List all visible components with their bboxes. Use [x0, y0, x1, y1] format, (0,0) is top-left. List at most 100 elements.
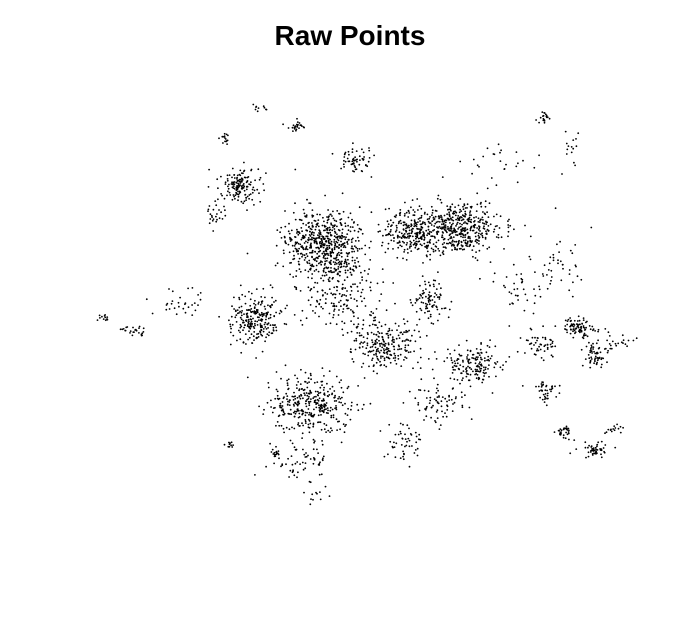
data-point [522, 288, 525, 291]
data-point [268, 331, 271, 334]
data-point [404, 445, 406, 448]
data-point [168, 308, 171, 310]
data-point [554, 345, 557, 348]
data-point [349, 212, 352, 215]
data-point [468, 358, 470, 361]
data-point [602, 357, 605, 360]
data-point [231, 198, 234, 201]
data-point [321, 440, 323, 442]
data-point [351, 247, 353, 250]
data-point [294, 448, 297, 451]
data-point [140, 334, 143, 337]
data-point [311, 216, 314, 218]
data-point [289, 262, 291, 264]
data-point [368, 246, 371, 249]
data-point [600, 453, 602, 456]
data-point [461, 233, 464, 236]
data-point [233, 195, 236, 198]
data-point [592, 346, 595, 348]
data-point [272, 453, 275, 455]
data-point [384, 251, 387, 254]
data-point [334, 257, 337, 260]
data-point [416, 454, 419, 457]
data-point [323, 244, 326, 247]
data-point [231, 305, 233, 308]
data-point [590, 356, 593, 359]
data-point [316, 381, 319, 383]
data-point [534, 294, 537, 297]
data-point [372, 343, 375, 346]
data-point [256, 324, 259, 326]
data-point [361, 232, 364, 235]
data-point [481, 216, 484, 219]
data-point [427, 299, 430, 302]
data-point [338, 301, 340, 304]
data-point [359, 295, 362, 298]
data-point [239, 182, 242, 184]
data-point [342, 423, 345, 426]
data-point [274, 299, 277, 302]
data-point [338, 274, 341, 277]
data-point [343, 265, 345, 268]
data-point [351, 250, 353, 253]
data-point [537, 349, 540, 352]
data-point [595, 451, 597, 454]
data-point [360, 341, 363, 344]
data-point [544, 393, 547, 395]
data-point [357, 236, 359, 239]
data-point [330, 234, 332, 237]
data-point [402, 224, 405, 227]
data-point [448, 218, 451, 221]
data-point [466, 203, 469, 206]
data-point [389, 440, 392, 443]
data-point [566, 433, 569, 436]
data-point [594, 358, 596, 361]
data-point [341, 283, 344, 286]
data-point [399, 353, 402, 356]
data-point [391, 343, 393, 345]
data-point [297, 401, 300, 404]
data-point [574, 164, 576, 167]
data-point [609, 344, 612, 347]
data-point [420, 378, 423, 381]
data-point [425, 307, 427, 310]
data-point [537, 385, 540, 388]
data-point [383, 357, 386, 360]
data-point [568, 438, 570, 441]
data-point [456, 221, 459, 224]
data-point [536, 337, 539, 339]
data-point [451, 239, 454, 242]
data-point [191, 304, 194, 306]
data-point [590, 350, 593, 353]
data-point [308, 381, 310, 383]
data-point [367, 160, 370, 163]
data-point [351, 160, 354, 163]
data-point [587, 451, 590, 454]
data-point [459, 222, 461, 225]
data-point [344, 260, 347, 262]
data-point [481, 378, 484, 381]
data-point [296, 396, 299, 399]
data-point [294, 236, 297, 239]
data-point [276, 229, 279, 232]
data-point [267, 386, 270, 389]
data-point [286, 404, 289, 406]
data-point [484, 238, 487, 240]
data-point [199, 292, 202, 294]
data-point [350, 163, 353, 166]
data-point [265, 315, 268, 318]
data-point [475, 251, 477, 254]
data-point [248, 290, 250, 293]
data-point [283, 431, 285, 434]
data-point [554, 325, 557, 327]
data-point [315, 246, 318, 249]
data-point [354, 265, 357, 268]
data-point [460, 244, 463, 247]
data-point [451, 216, 454, 219]
data-point [372, 370, 375, 373]
data-point [372, 312, 375, 315]
data-point [340, 237, 343, 240]
data-point [270, 406, 272, 408]
data-point [215, 215, 217, 218]
data-point [485, 230, 487, 233]
